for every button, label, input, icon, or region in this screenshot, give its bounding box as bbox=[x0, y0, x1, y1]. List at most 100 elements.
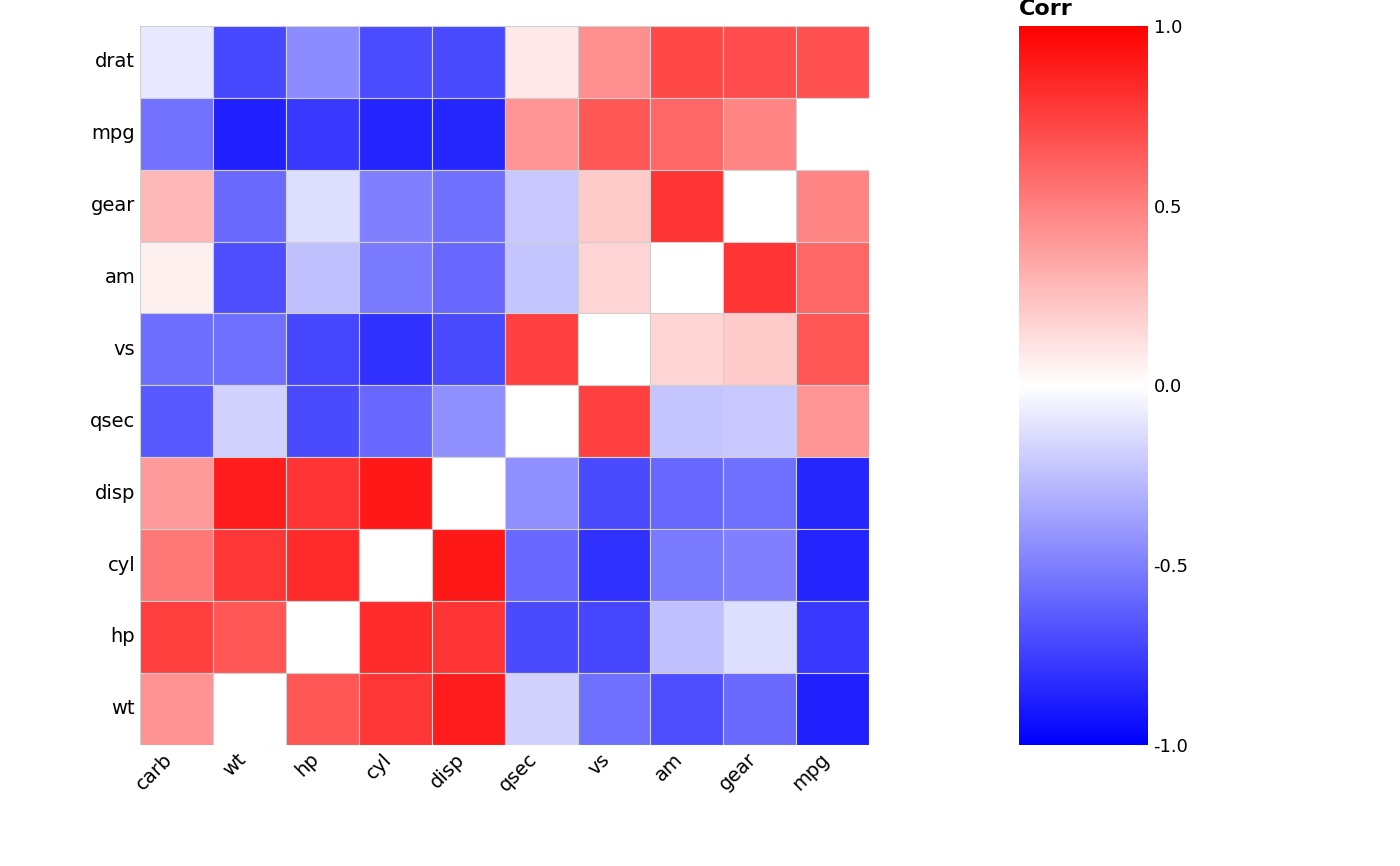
Bar bbox=[724, 457, 797, 529]
Bar bbox=[140, 170, 213, 242]
Bar bbox=[504, 98, 578, 170]
Bar bbox=[797, 242, 869, 313]
Bar bbox=[797, 385, 869, 457]
Bar bbox=[358, 601, 431, 673]
Bar bbox=[651, 313, 724, 385]
Bar bbox=[213, 673, 286, 745]
Bar bbox=[724, 242, 797, 313]
Bar bbox=[651, 26, 724, 98]
Bar bbox=[140, 673, 213, 745]
Bar bbox=[504, 313, 578, 385]
Bar bbox=[213, 601, 286, 673]
Bar bbox=[504, 385, 578, 457]
Bar bbox=[286, 529, 358, 601]
Bar bbox=[140, 601, 213, 673]
Bar bbox=[431, 170, 504, 242]
Bar bbox=[431, 385, 504, 457]
Bar bbox=[724, 529, 797, 601]
Bar bbox=[213, 313, 286, 385]
Bar bbox=[797, 601, 869, 673]
Bar bbox=[651, 529, 724, 601]
Bar bbox=[358, 385, 431, 457]
Bar bbox=[651, 673, 724, 745]
Bar bbox=[286, 242, 358, 313]
Bar bbox=[724, 313, 797, 385]
Bar bbox=[140, 457, 213, 529]
Bar bbox=[724, 601, 797, 673]
Bar bbox=[504, 170, 578, 242]
Bar bbox=[431, 457, 504, 529]
Bar bbox=[797, 673, 869, 745]
Bar bbox=[140, 98, 213, 170]
Bar bbox=[358, 457, 431, 529]
Bar bbox=[578, 385, 651, 457]
Bar bbox=[358, 170, 431, 242]
Bar bbox=[140, 529, 213, 601]
Bar bbox=[431, 242, 504, 313]
Bar bbox=[286, 673, 358, 745]
Bar bbox=[358, 313, 431, 385]
Bar bbox=[431, 673, 504, 745]
Text: Corr: Corr bbox=[1019, 0, 1072, 19]
Bar bbox=[651, 170, 724, 242]
Bar bbox=[358, 529, 431, 601]
Bar bbox=[797, 313, 869, 385]
Bar bbox=[578, 26, 651, 98]
Bar bbox=[213, 385, 286, 457]
Bar bbox=[140, 313, 213, 385]
Bar bbox=[797, 529, 869, 601]
Bar bbox=[578, 98, 651, 170]
Bar bbox=[797, 457, 869, 529]
Bar bbox=[724, 26, 797, 98]
Bar bbox=[431, 529, 504, 601]
Bar bbox=[286, 385, 358, 457]
Bar bbox=[504, 673, 578, 745]
Bar bbox=[651, 98, 724, 170]
Bar bbox=[651, 385, 724, 457]
Bar bbox=[213, 529, 286, 601]
Bar bbox=[358, 98, 431, 170]
Bar bbox=[286, 98, 358, 170]
Bar bbox=[504, 601, 578, 673]
Bar bbox=[578, 601, 651, 673]
Bar bbox=[286, 457, 358, 529]
Bar bbox=[797, 26, 869, 98]
Bar bbox=[431, 26, 504, 98]
Bar bbox=[578, 313, 651, 385]
Bar bbox=[213, 98, 286, 170]
Bar bbox=[504, 457, 578, 529]
Bar bbox=[358, 242, 431, 313]
Bar bbox=[504, 529, 578, 601]
Bar bbox=[724, 673, 797, 745]
Bar bbox=[578, 673, 651, 745]
Bar bbox=[651, 601, 724, 673]
Bar bbox=[358, 673, 431, 745]
Bar bbox=[213, 26, 286, 98]
Bar bbox=[578, 242, 651, 313]
Bar bbox=[213, 242, 286, 313]
Bar bbox=[358, 26, 431, 98]
Bar bbox=[286, 26, 358, 98]
Bar bbox=[286, 601, 358, 673]
Bar bbox=[213, 457, 286, 529]
Bar bbox=[140, 242, 213, 313]
Bar bbox=[651, 457, 724, 529]
Bar bbox=[504, 26, 578, 98]
Bar bbox=[724, 170, 797, 242]
Bar bbox=[797, 170, 869, 242]
Bar bbox=[286, 313, 358, 385]
Bar bbox=[431, 313, 504, 385]
Bar bbox=[724, 385, 797, 457]
Bar bbox=[504, 242, 578, 313]
Bar bbox=[578, 529, 651, 601]
Bar bbox=[578, 170, 651, 242]
Bar bbox=[140, 385, 213, 457]
Bar bbox=[286, 170, 358, 242]
Bar bbox=[651, 242, 724, 313]
Bar bbox=[578, 457, 651, 529]
Bar bbox=[431, 601, 504, 673]
Bar bbox=[431, 98, 504, 170]
Bar bbox=[140, 26, 213, 98]
Bar bbox=[724, 98, 797, 170]
Bar bbox=[797, 98, 869, 170]
